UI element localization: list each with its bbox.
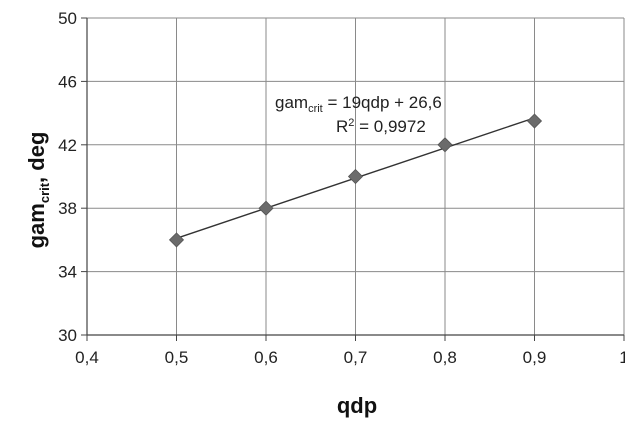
x-tick-label: 1: [619, 348, 625, 367]
y-axis-title-suffix: , deg: [24, 132, 49, 183]
equation-lhs: gam: [275, 93, 308, 112]
x-tick-label: 0,7: [344, 348, 368, 367]
x-tick-label: 0,4: [75, 348, 99, 367]
y-tick-label: 50: [58, 9, 77, 28]
y-axis-title-main: gam: [24, 203, 49, 248]
trendline-equation: gamcrit = 19qdp + 26,6: [275, 93, 442, 115]
x-tick-label: 0,9: [523, 348, 547, 367]
equation-lhs-sub: crit: [308, 103, 323, 115]
y-tick-label: 38: [58, 199, 77, 218]
data-point: [168, 232, 185, 248]
data-point: [526, 113, 543, 129]
data-point: [258, 200, 274, 216]
x-tick-label: 0,6: [254, 348, 278, 367]
y-tick-label: 30: [58, 326, 77, 345]
data-points: [168, 113, 543, 248]
x-tick-label: 0,8: [433, 348, 457, 367]
y-tick-label: 34: [58, 263, 77, 282]
x-axis-title: qdp: [337, 393, 377, 418]
equation-rhs: = 19qdp + 26,6: [323, 93, 442, 112]
x-tick-label: 0,5: [165, 348, 189, 367]
trendline-r2: R2 = 0,9972: [336, 117, 426, 136]
r2-rhs: = 0,9972: [354, 117, 425, 136]
axes: [81, 17, 625, 341]
grid: [86, 17, 625, 336]
tick-labels: 30 34 38 42 46 50 0,4 0,5 0,6 0,7 0,8 0,9 1: [58, 9, 625, 367]
y-tick-label: 46: [58, 72, 77, 91]
y-tick-label: 42: [58, 136, 77, 155]
data-point: [347, 168, 364, 185]
y-axis-title: gamcrit, deg: [24, 132, 52, 249]
r2-lhs: R: [336, 117, 348, 136]
y-axis-title-sub: crit: [37, 182, 52, 203]
r2-sup: 2: [348, 117, 354, 129]
data-point: [437, 137, 453, 153]
